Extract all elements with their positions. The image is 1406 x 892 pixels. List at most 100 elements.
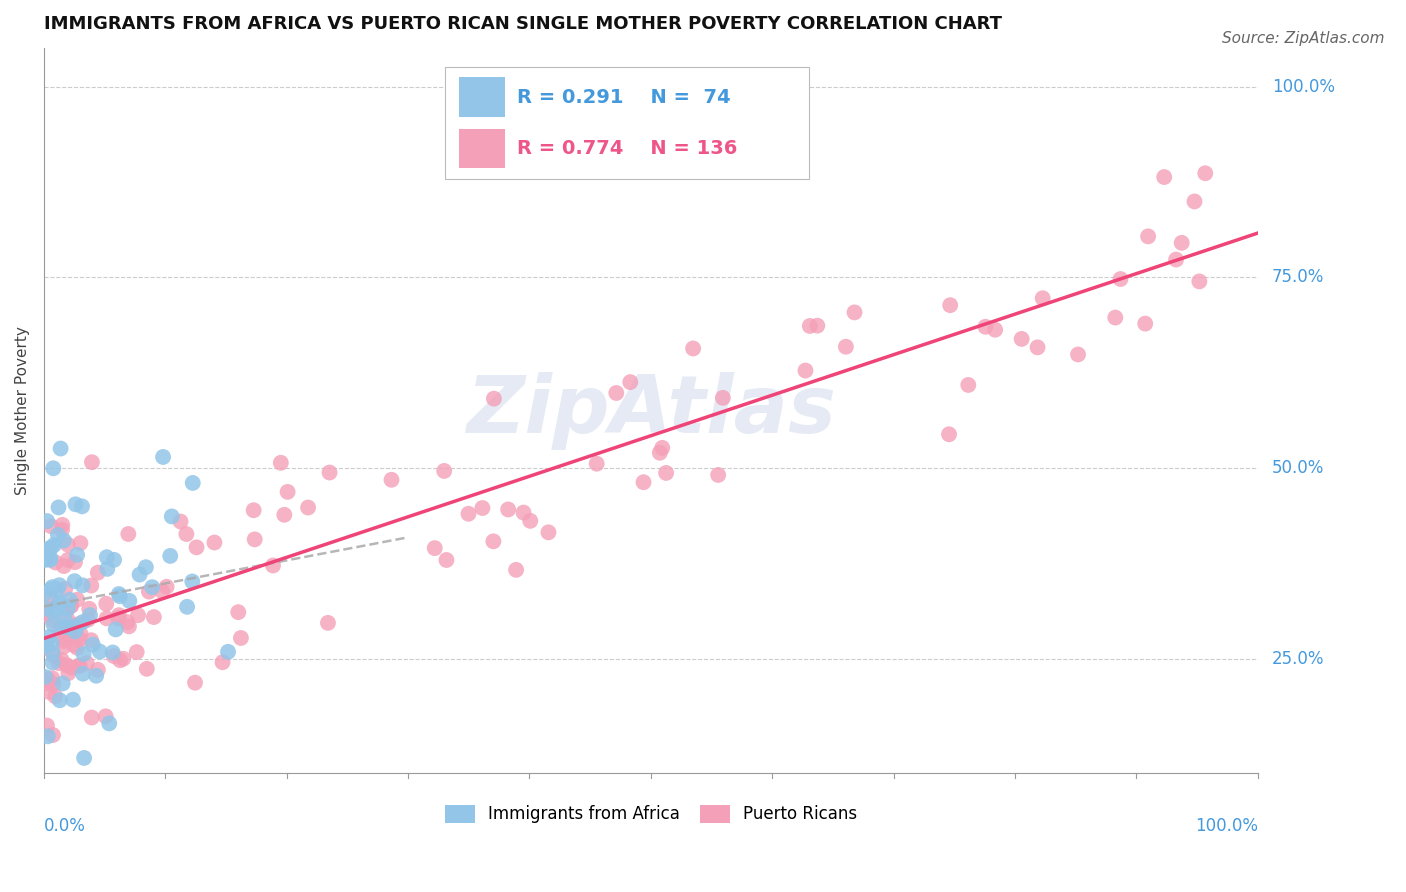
Point xyxy=(63,574,86,589)
Point xyxy=(633,475,655,490)
Point xyxy=(98,716,121,731)
Point xyxy=(181,475,204,490)
Point xyxy=(69,632,91,646)
Point xyxy=(84,669,107,683)
Point xyxy=(41,645,63,659)
Point xyxy=(117,615,139,629)
Point xyxy=(69,536,91,550)
Point xyxy=(41,580,63,594)
Point xyxy=(63,555,86,569)
Point xyxy=(1032,291,1054,305)
Point xyxy=(37,676,59,690)
Point xyxy=(217,645,239,659)
Text: 25.0%: 25.0% xyxy=(1272,649,1324,668)
Point xyxy=(52,676,75,690)
Point xyxy=(66,618,89,632)
Point xyxy=(651,441,673,455)
Point xyxy=(53,582,76,596)
Point xyxy=(38,630,60,644)
Point xyxy=(118,594,141,608)
Text: 100.0%: 100.0% xyxy=(1272,78,1334,95)
Point xyxy=(135,560,157,574)
Point xyxy=(957,378,980,392)
Point xyxy=(1104,310,1126,325)
Point xyxy=(128,567,150,582)
Point xyxy=(1194,166,1216,180)
Point xyxy=(42,605,65,619)
Point xyxy=(66,640,89,655)
Point xyxy=(80,455,103,469)
Point xyxy=(471,501,494,516)
Point xyxy=(52,533,75,548)
Text: 100.0%: 100.0% xyxy=(1195,817,1258,835)
Point xyxy=(655,466,678,480)
Point xyxy=(37,672,59,686)
Point xyxy=(519,514,541,528)
Point xyxy=(605,386,627,401)
Point xyxy=(37,541,59,556)
Point xyxy=(69,659,91,673)
Point xyxy=(537,525,560,540)
Point xyxy=(42,677,65,691)
Point xyxy=(1137,229,1160,244)
Point xyxy=(984,323,1007,337)
Point xyxy=(35,718,58,732)
Point xyxy=(96,597,118,611)
Point xyxy=(318,466,340,480)
Point xyxy=(46,582,69,597)
Point xyxy=(76,656,98,670)
Point xyxy=(72,647,94,661)
Point xyxy=(482,534,505,549)
Point xyxy=(127,608,149,623)
Point xyxy=(89,644,111,658)
Point xyxy=(181,574,204,589)
Point xyxy=(94,709,117,723)
Point xyxy=(108,608,131,623)
Point xyxy=(45,556,67,570)
Point xyxy=(49,620,72,634)
Point xyxy=(65,497,87,511)
Point xyxy=(262,558,284,573)
Point xyxy=(55,631,77,645)
Point xyxy=(1109,272,1132,286)
Point xyxy=(52,620,75,634)
Point xyxy=(204,535,226,549)
Point xyxy=(66,592,89,607)
Point xyxy=(51,523,73,537)
Point xyxy=(52,559,75,574)
Point xyxy=(35,608,58,623)
Point xyxy=(125,645,148,659)
Point xyxy=(69,627,91,641)
Point xyxy=(35,640,58,655)
Point xyxy=(648,446,671,460)
Point xyxy=(117,527,139,541)
Point xyxy=(1170,235,1192,250)
Point xyxy=(35,601,58,615)
Point xyxy=(72,578,94,592)
Point xyxy=(505,563,527,577)
Point xyxy=(101,645,124,659)
Point xyxy=(77,601,100,615)
Point xyxy=(103,553,125,567)
Point xyxy=(107,611,129,625)
Point xyxy=(585,457,607,471)
Text: R = 0.291    N =  74: R = 0.291 N = 74 xyxy=(517,87,731,106)
Point xyxy=(270,456,292,470)
Point xyxy=(46,528,69,542)
Point xyxy=(34,586,56,600)
Point xyxy=(176,527,198,541)
Point xyxy=(844,305,866,319)
Point xyxy=(42,461,65,475)
Point xyxy=(76,613,98,627)
Point xyxy=(152,450,174,464)
Point xyxy=(52,640,75,654)
Point xyxy=(42,728,65,742)
Point xyxy=(49,442,72,456)
Text: 75.0%: 75.0% xyxy=(1272,268,1324,286)
Text: IMMIGRANTS FROM AFRICA VS PUERTO RICAN SINGLE MOTHER POVERTY CORRELATION CHART: IMMIGRANTS FROM AFRICA VS PUERTO RICAN S… xyxy=(44,15,1002,33)
Point xyxy=(482,392,505,406)
Y-axis label: Single Mother Poverty: Single Mother Poverty xyxy=(15,326,30,495)
Point xyxy=(42,538,65,552)
Point xyxy=(226,605,249,619)
Legend: Immigrants from Africa, Puerto Ricans: Immigrants from Africa, Puerto Ricans xyxy=(437,798,863,830)
